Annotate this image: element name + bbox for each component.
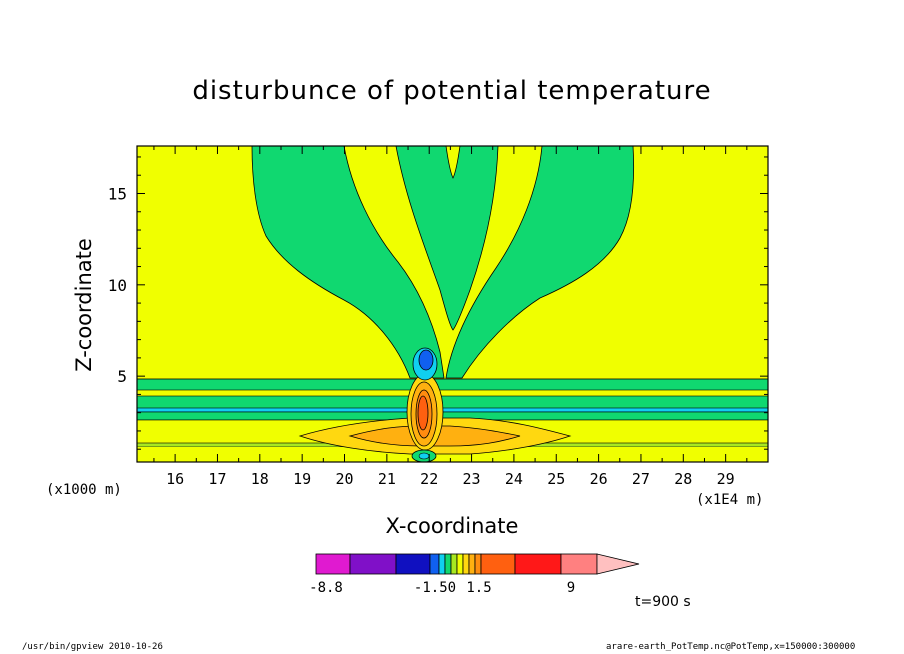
colorbar-label: -8.8 <box>309 580 343 596</box>
colorbar-label: 1.5 <box>466 580 491 596</box>
x-tick-labels: 16 17 18 19 20 21 22 23 24 25 26 27 28 29 <box>166 470 735 488</box>
y-ticks <box>137 156 768 450</box>
x-tick-label: 21 <box>378 470 396 488</box>
x-tick-label: 22 <box>420 470 438 488</box>
footer-right: arare-earth_PotTemp.nc@PotTemp,x=150000:… <box>606 642 856 652</box>
time-label: t=900 s <box>635 594 691 610</box>
colorbar-labels: -8.8 -1.50 1.5 9 <box>309 580 575 596</box>
x-tick-label: 28 <box>674 470 692 488</box>
colorbar-segment <box>462 553 470 575</box>
x-tick-label: 18 <box>251 470 269 488</box>
x-scale-note: (x1E4 m) <box>696 492 764 508</box>
colorbar-arrow <box>596 553 640 575</box>
colorbar-segment <box>349 553 397 575</box>
x-tick-label: 19 <box>293 470 311 488</box>
x-tick-label: 29 <box>717 470 735 488</box>
x-tick-label: 17 <box>208 470 226 488</box>
contour-green-left-arm <box>251 146 445 379</box>
colorbar-segment <box>456 553 464 575</box>
footer-left: /usr/bin/gpview 2010-10-26 <box>22 642 163 652</box>
x-tick-label: 16 <box>166 470 184 488</box>
x-axis-label: X-coordinate <box>385 514 519 538</box>
contour-green-center <box>395 146 499 331</box>
x-tick-label: 25 <box>547 470 565 488</box>
colorbar-segment <box>514 553 562 575</box>
y-tick-label: 5 <box>117 367 127 386</box>
colorbar-segment <box>444 553 452 575</box>
colorbar-segment <box>474 553 482 575</box>
x-tick-label: 24 <box>505 470 523 488</box>
colorbar-segment <box>315 553 351 575</box>
colorbar-segment <box>429 553 440 575</box>
colorbar-segment <box>438 553 446 575</box>
x-tick-label: 27 <box>632 470 650 488</box>
colorbar-label: -1.50 <box>414 580 456 596</box>
x-tick-label: 20 <box>335 470 353 488</box>
y-tick-label: 15 <box>108 184 127 203</box>
contour-cold-blue <box>418 349 434 371</box>
colorbar-label: 9 <box>567 580 575 596</box>
colorbar-segment <box>395 553 431 575</box>
plot-frame <box>136 145 769 463</box>
band-cyan-line <box>137 407 768 413</box>
y-tick-label: 10 <box>108 276 127 295</box>
colorbar-segment <box>560 553 598 575</box>
contour-yellow-notch <box>445 146 461 179</box>
band-yellow-bottom <box>137 447 768 462</box>
colorbar <box>315 553 640 575</box>
contour-green-right-arm <box>445 146 635 379</box>
contour-bottom-cyan <box>418 452 430 460</box>
chart-title: disturbunce of potential temperature <box>192 76 712 106</box>
x-tick-label: 23 <box>463 470 481 488</box>
plot-area <box>137 146 768 462</box>
x-unit-note: (x1000 m) <box>46 482 122 498</box>
colorbar-segment <box>450 553 458 575</box>
x-tick-label: 26 <box>590 470 608 488</box>
y-tick-labels: 5 10 15 <box>108 184 127 386</box>
colorbar-segment <box>468 553 476 575</box>
contour-core-red-orange <box>417 395 429 431</box>
colorbar-segment <box>480 553 516 575</box>
x-ticks <box>153 146 748 462</box>
band-yellow-gap <box>137 389 768 397</box>
